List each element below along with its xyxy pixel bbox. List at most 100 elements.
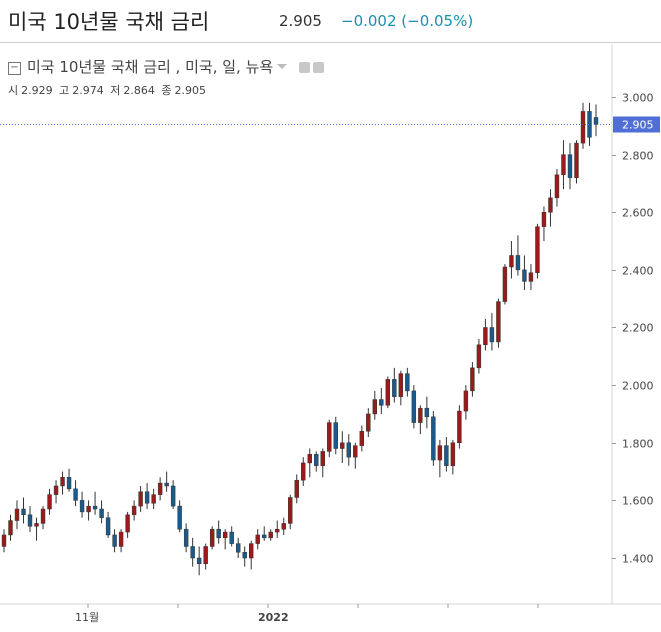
candle-body (314, 454, 319, 467)
candle-body (470, 367, 475, 392)
candle-body (203, 546, 208, 565)
gear-icon[interactable] (313, 62, 325, 73)
candle-body (222, 531, 228, 539)
candle-body (27, 514, 33, 527)
candle-body (14, 508, 20, 521)
candle-body (262, 534, 267, 539)
candle-body (327, 422, 332, 452)
candle-body (424, 407, 430, 418)
eye-icon[interactable] (299, 62, 311, 73)
candle-body (431, 416, 436, 461)
candle-body (268, 531, 273, 539)
candle-body (522, 269, 527, 282)
candle-body (99, 508, 104, 518)
candle-body (144, 491, 150, 504)
candle-body (190, 546, 195, 559)
chart-area[interactable] (0, 42, 661, 632)
candle-body (53, 485, 59, 495)
candle-body (548, 197, 553, 213)
candle-body (366, 413, 371, 432)
close-label: 종 (161, 84, 172, 97)
candle-body (47, 494, 52, 510)
price-change: −0.002 (−0.05%) (341, 12, 474, 30)
candle-body (34, 523, 39, 527)
candle-body (288, 497, 293, 524)
open-label: 시 (8, 84, 19, 97)
candle-body (216, 528, 221, 539)
candle-body (301, 462, 306, 481)
candle-body (112, 534, 117, 547)
candle-body (164, 482, 169, 487)
chart-header: 미국 10년물 국채 금리 2.905 −0.002 (−0.05%) (0, 0, 661, 44)
ohlc-readout: 시 2.929 고 2.974 저 2.864 종 2.905 (8, 82, 209, 98)
candle-body (509, 255, 514, 268)
candle-body (567, 154, 573, 178)
candle-body (105, 517, 111, 536)
series-legend[interactable]: − 미국 10년물 국채 금리 , 미국, 일, 뉴욕 (8, 56, 325, 77)
candle-body (346, 442, 351, 458)
low-value: 2.864 (123, 84, 155, 97)
candle-body (209, 528, 215, 547)
candle-body (496, 301, 501, 343)
candle-body (255, 534, 260, 544)
candle-body (118, 531, 124, 547)
open-value: 2.929 (21, 84, 53, 97)
low-label: 저 (110, 84, 121, 97)
candle-body (1, 534, 7, 547)
candle-body (281, 523, 286, 530)
y-tick-label: 2.200 (622, 322, 654, 335)
candle-body (242, 551, 247, 559)
candle-body (463, 390, 469, 412)
high-label: 고 (59, 84, 70, 97)
candle-body (229, 531, 234, 544)
candle-body (170, 485, 176, 507)
candle-body (320, 451, 325, 467)
last-price-tag-label: 2.905 (622, 119, 654, 132)
candle-body (528, 272, 534, 282)
candle-body (561, 154, 566, 176)
candle-body (353, 445, 358, 458)
candle-body (196, 557, 202, 565)
candle-body (418, 407, 423, 423)
candle-body (183, 528, 189, 547)
last-price: 2.905 (279, 12, 322, 30)
candle-body (249, 543, 254, 559)
candle-body (275, 528, 280, 533)
candle-body (307, 454, 312, 464)
x-tick-label: 2022 (258, 611, 289, 624)
candle-body (541, 212, 547, 227)
series-label: 미국 10년물 국채 금리 , 미국, 일, 뉴욕 (27, 58, 274, 76)
y-tick-label: 1.600 (622, 495, 654, 508)
candle-body (574, 142, 579, 178)
candle-body (235, 543, 241, 553)
x-tick-label: 11월 (75, 611, 99, 624)
candle-body (21, 508, 26, 516)
y-tick-label: 2.800 (622, 150, 654, 163)
y-tick-label: 2.400 (622, 265, 654, 278)
candle-body (66, 477, 72, 490)
candle-body (333, 422, 338, 449)
y-tick-label: 1.800 (622, 438, 654, 451)
candle-body (392, 379, 397, 397)
instrument-title: 미국 10년물 국채 금리 (8, 10, 210, 34)
candle-body (483, 327, 488, 346)
candle-body (379, 399, 384, 406)
candle-body (515, 255, 521, 271)
candle-body (40, 508, 46, 524)
candle-body (138, 491, 143, 507)
candle-body (593, 117, 599, 125)
candle-body (151, 494, 156, 504)
candle-body (294, 479, 299, 498)
candle-body (157, 482, 163, 495)
chevron-down-icon[interactable] (277, 64, 288, 69)
candle-body (8, 520, 13, 536)
candle-body (177, 505, 182, 530)
y-tick-label: 3.000 (622, 92, 654, 105)
candle-body (372, 399, 378, 415)
candle-body (450, 442, 456, 467)
last-price-tag (613, 116, 660, 133)
collapse-icon[interactable]: − (8, 62, 21, 75)
candle-body (476, 344, 482, 369)
high-value: 2.974 (72, 84, 104, 97)
